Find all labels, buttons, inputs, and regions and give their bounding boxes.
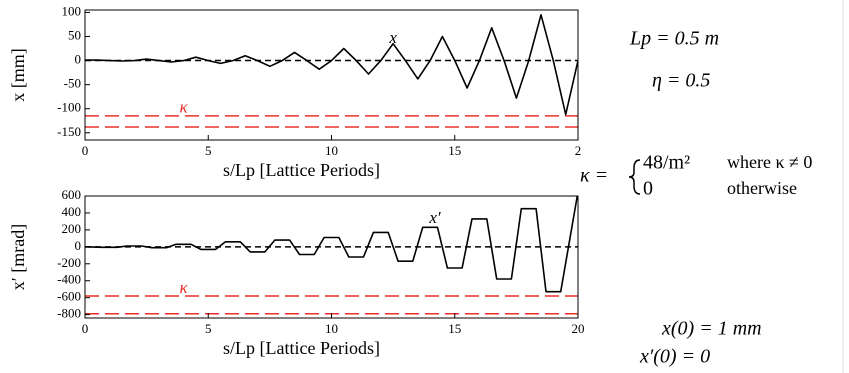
y-tick-label: 0 [75,52,82,67]
y-tick-label: 0 [75,238,82,253]
eq-case: 0 [643,178,653,200]
x-tick-label: 15 [448,321,461,336]
brace [628,159,641,195]
eq-cond: where κ ≠ 0 [727,152,812,172]
annotation: x′ [428,208,441,227]
y-axis-label: x [mm] [8,48,28,102]
annotation: κ [180,98,189,117]
x-tick-label: 10 [325,321,338,336]
x-tick-label: 20 [572,321,585,336]
y-tick-label: -100 [57,100,81,115]
eq-kappa: κ = [580,165,608,187]
x-tick-label: 15 [448,143,461,158]
eq-lp: Lp = 0.5 m [629,28,719,50]
eq-eta: η = 0.5 [652,70,710,92]
x-axis-label: s/Lp [Lattice Periods] [223,160,380,180]
y-tick-label: -150 [57,124,81,139]
x-tick-label: 5 [205,321,212,336]
x-axis-label: s/Lp [Lattice Periods] [223,338,380,358]
eq-x0: x(0) = 1 mm [661,318,762,340]
annotation: κ [180,278,189,297]
y-tick-label: -50 [64,76,81,91]
series-line [85,14,578,116]
y-tick-label: 50 [68,27,81,42]
eq-cond: otherwise [727,178,797,198]
y-tick-label: -400 [57,272,81,287]
x-tick-label: 10 [325,143,338,158]
x-tick-label: 0 [82,143,89,158]
x-tick-label: 5 [205,143,212,158]
plot-frame [84,9,579,141]
y-tick-label: 200 [62,221,82,236]
x-tick-label: 0 [82,321,89,336]
y-tick-label: -200 [57,255,81,270]
eq-case: 48/m² [643,152,690,174]
series-line [85,196,578,293]
y-tick-label: -600 [57,289,81,304]
x-tick-label: 2 [575,143,582,158]
y-tick-label: 600 [62,187,82,202]
y-axis-label: x′ [mrad] [8,224,28,290]
y-tick-label: 100 [62,3,82,18]
plot-frame [84,195,579,319]
eq-xp0: x′(0) = 0 [639,346,710,368]
annotation: x [388,28,397,47]
y-tick-label: -800 [57,306,81,321]
y-tick-label: 400 [62,204,82,219]
